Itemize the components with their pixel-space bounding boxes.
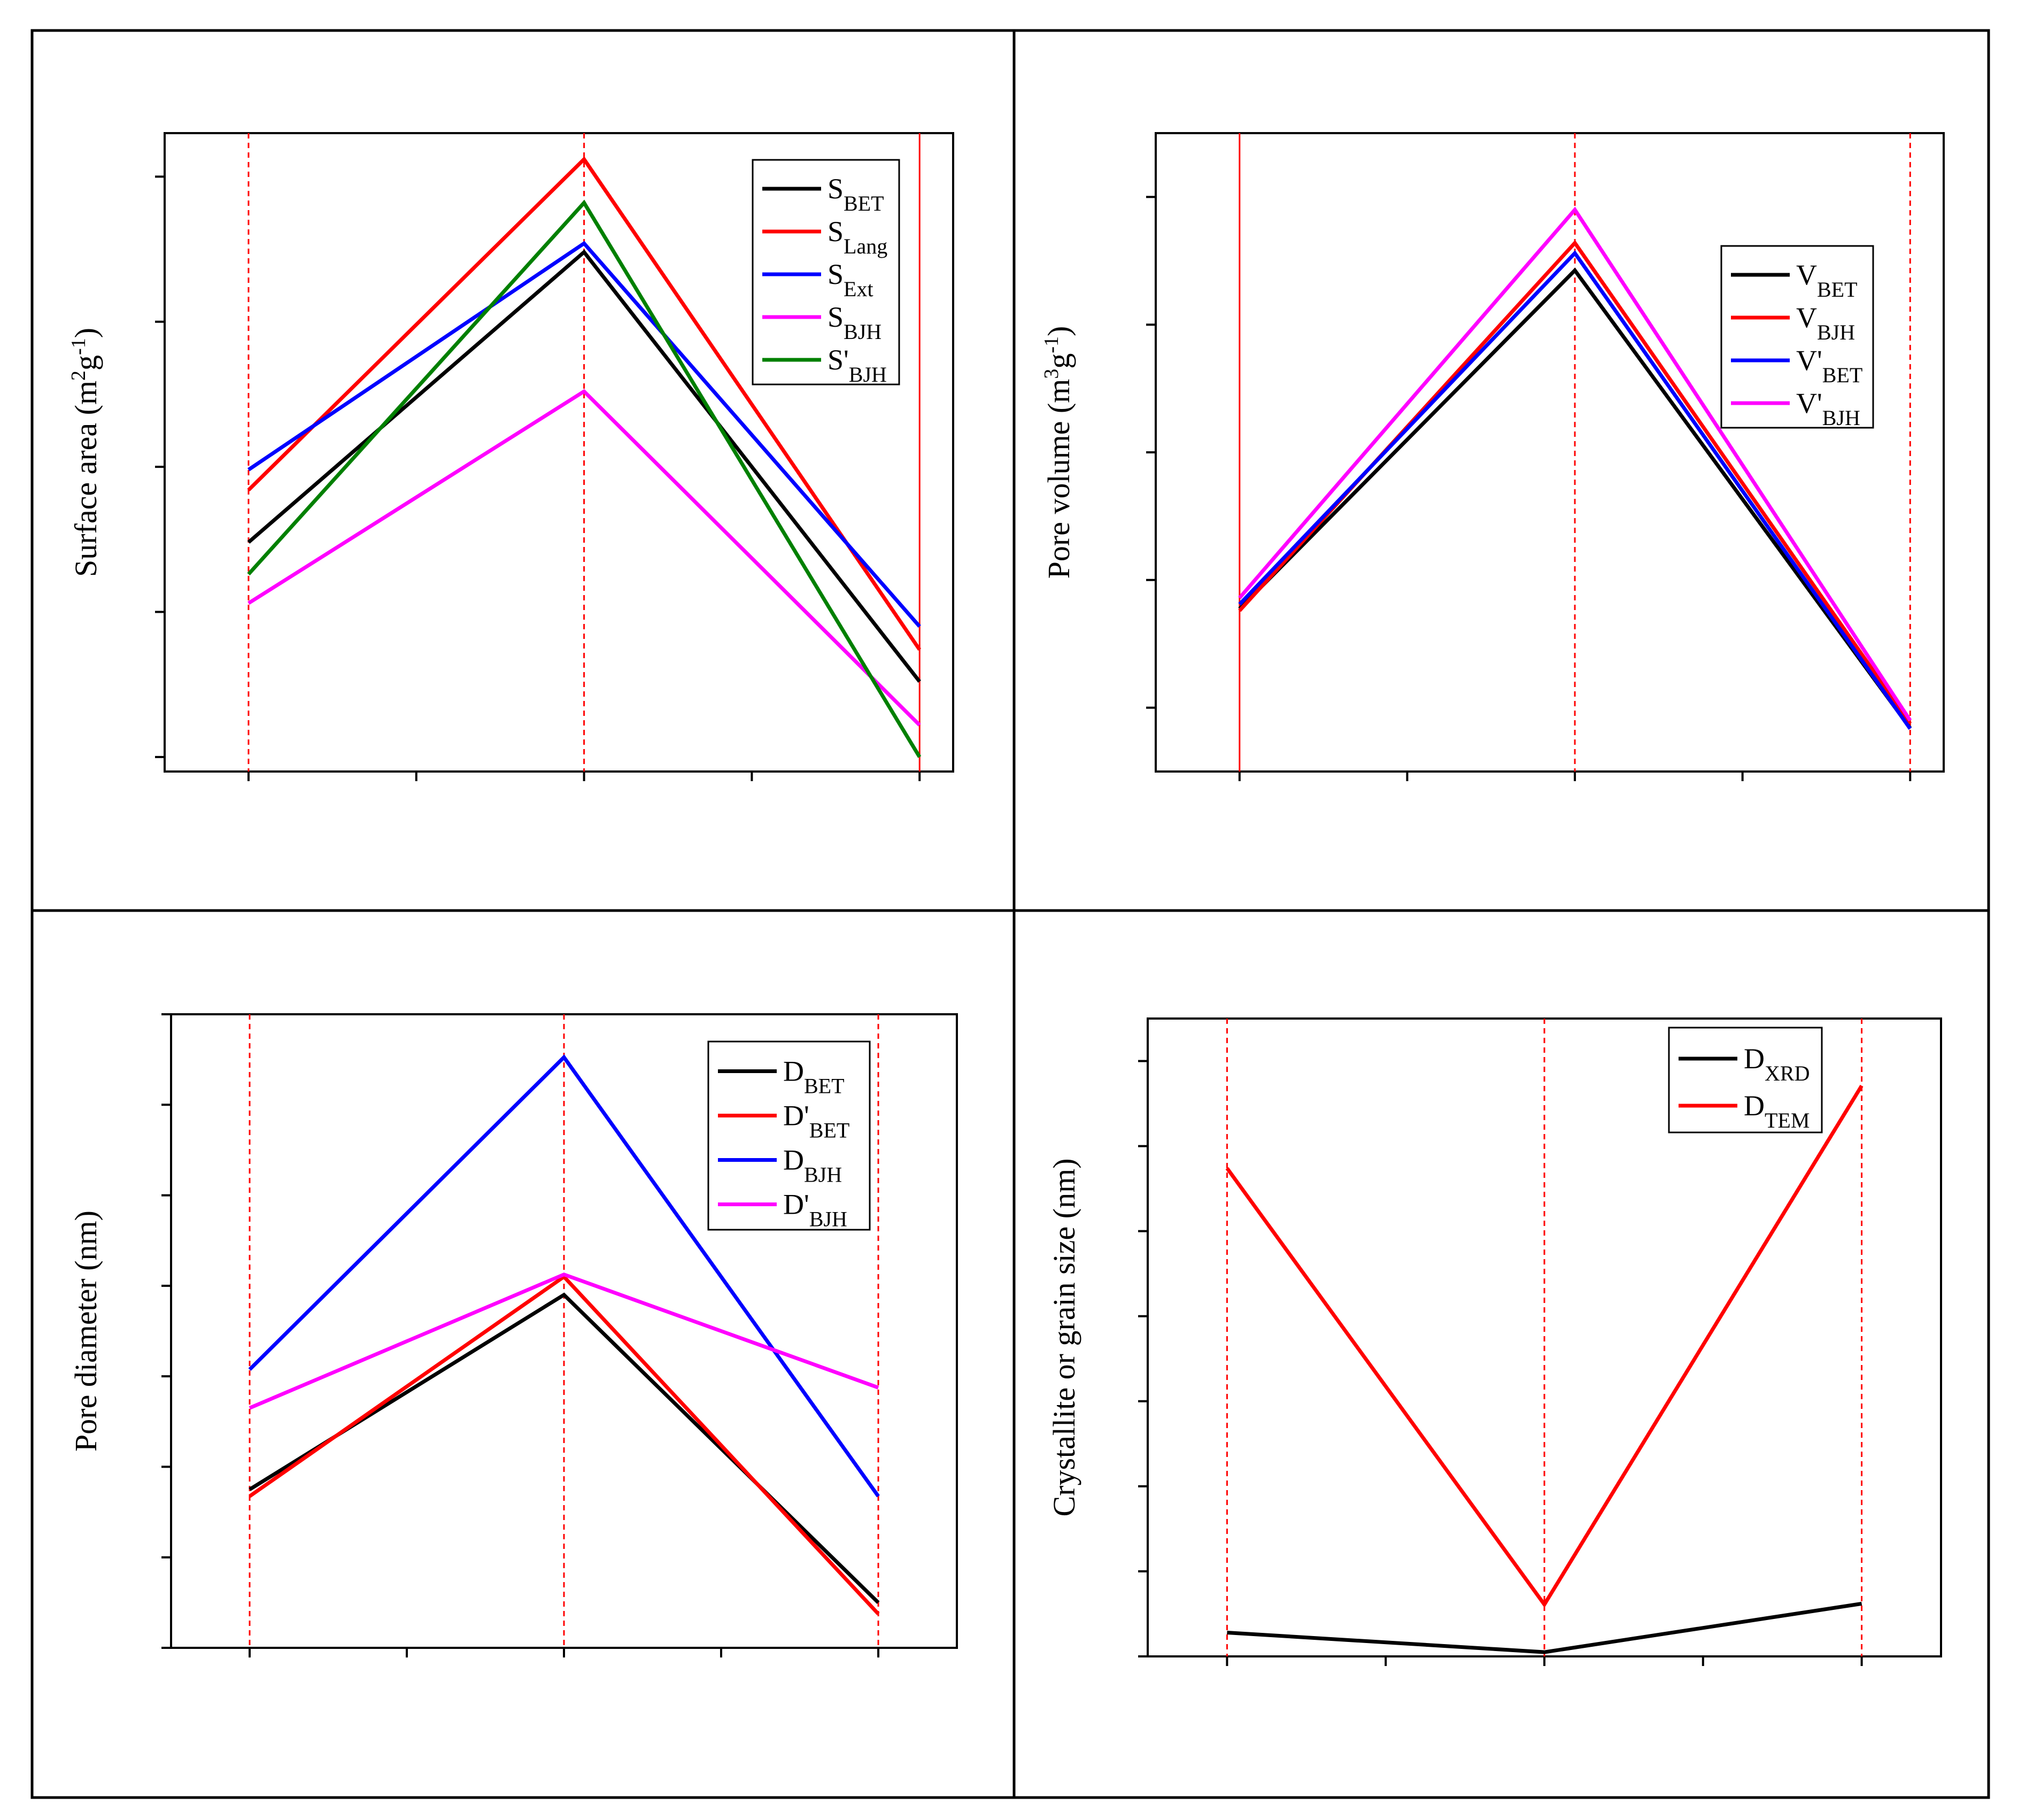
y-label-main: Crystallite or grain size (nm) <box>1047 1158 1081 1516</box>
legend-name: D <box>1744 1090 1765 1122</box>
legend-entry: SBET <box>828 173 884 215</box>
legend-entry: DBJH <box>783 1144 842 1187</box>
legend-name: D <box>783 1055 804 1088</box>
legend-entry: SLang <box>828 215 887 258</box>
legend-name: V <box>1796 302 1817 334</box>
legend-entry: VBJH <box>1796 302 1855 344</box>
legend-entry: DTEM <box>1744 1090 1810 1132</box>
series-line <box>249 1272 879 1410</box>
legend-entry: D'BET <box>783 1100 849 1143</box>
legend-entry: DXRD <box>1744 1043 1810 1085</box>
legend-name: D' <box>783 1189 809 1221</box>
series-line <box>247 199 922 758</box>
y-label-sup: 2 <box>67 371 90 381</box>
y-axis-label: Surface area (m2g-1) <box>67 328 103 577</box>
legend-subscript: BJH <box>844 320 882 344</box>
series-line <box>248 1274 880 1615</box>
series-line <box>1238 206 1912 722</box>
legend-entry: V'BJH <box>1796 387 1860 430</box>
legend-subscript: BJH <box>1817 320 1855 344</box>
legend-name: D' <box>783 1100 809 1132</box>
legend-name: S <box>828 173 844 205</box>
series-line <box>1238 267 1912 729</box>
legend-subscript: BJH <box>849 363 887 387</box>
y-label-main: Pore diameter (nm) <box>68 1210 103 1452</box>
legend-subscript: BJH <box>1822 406 1860 430</box>
legend-entry: SBJH <box>828 301 882 344</box>
panel-a: Surface area (m2g-1)SBETSLangSExtSBJHS'B… <box>67 132 954 781</box>
series-line <box>1225 1084 1864 1608</box>
y-axis-label: Crystallite or grain size (nm) <box>1047 1158 1081 1516</box>
y-label-sup: -1 <box>67 338 90 355</box>
legend-name: D <box>1744 1043 1765 1075</box>
legend-subscript: BJH <box>809 1207 847 1231</box>
y-axis-label: Pore diameter (nm) <box>68 1210 103 1452</box>
y-label-mid: g <box>1041 353 1076 369</box>
figure-frame <box>30 29 1990 1799</box>
y-label-mid: g <box>68 355 103 371</box>
legend-subscript: TEM <box>1765 1108 1810 1132</box>
legend-name: S' <box>828 344 849 376</box>
legend-subscript: XRD <box>1765 1061 1810 1085</box>
legend-entry: VBET <box>1796 259 1858 302</box>
y-axis-label: Pore volume (m3g-1) <box>1040 326 1076 579</box>
legend-subscript: Lang <box>844 234 887 258</box>
legend-subscript: BET <box>1817 277 1858 302</box>
legend-subscript: BET <box>809 1118 850 1142</box>
series-line <box>1238 250 1912 730</box>
legend-entry: S'BJH <box>828 344 887 387</box>
y-label-main: Surface area (m <box>68 381 103 577</box>
legend-box <box>752 159 900 385</box>
legend-entry: SExt <box>828 258 873 301</box>
y-label-sup: -1 <box>1040 336 1063 353</box>
legend-entry: V'BET <box>1796 344 1862 387</box>
legend-box <box>1668 1027 1823 1133</box>
series-line <box>247 241 921 628</box>
y-label-main: Pore volume (m <box>1041 379 1076 579</box>
plot-frame <box>164 132 954 773</box>
legend-subscript: BET <box>1822 363 1863 387</box>
legend-subscript: BET <box>804 1074 845 1098</box>
legend-name: V <box>1796 259 1817 291</box>
series-line <box>247 156 922 651</box>
legend-name: V' <box>1796 387 1822 419</box>
y-label-end: ) <box>68 328 103 338</box>
legend-name: V' <box>1796 344 1822 376</box>
series-line <box>1227 1601 1862 1654</box>
y-label-end: ) <box>1041 326 1076 336</box>
legend-entry: D'BJH <box>783 1189 847 1231</box>
legend-name: D <box>783 1144 804 1176</box>
series-line <box>248 389 921 727</box>
legend-subscript: BET <box>844 191 884 215</box>
series-line <box>247 249 921 683</box>
legend-subscript: BJH <box>804 1162 842 1186</box>
legend-name: S <box>828 258 844 290</box>
y-label-sup: 3 <box>1040 369 1063 379</box>
legend-name: S <box>828 301 844 333</box>
legend-entry: DBET <box>783 1055 845 1098</box>
legend-name: S <box>828 215 844 248</box>
legend-subscript: Ext <box>844 277 873 301</box>
